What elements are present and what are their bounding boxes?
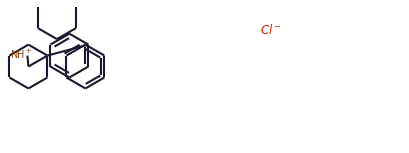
Text: NH$^+$: NH$^+$ bbox=[10, 48, 33, 61]
Text: Cl$^-$: Cl$^-$ bbox=[259, 23, 280, 37]
